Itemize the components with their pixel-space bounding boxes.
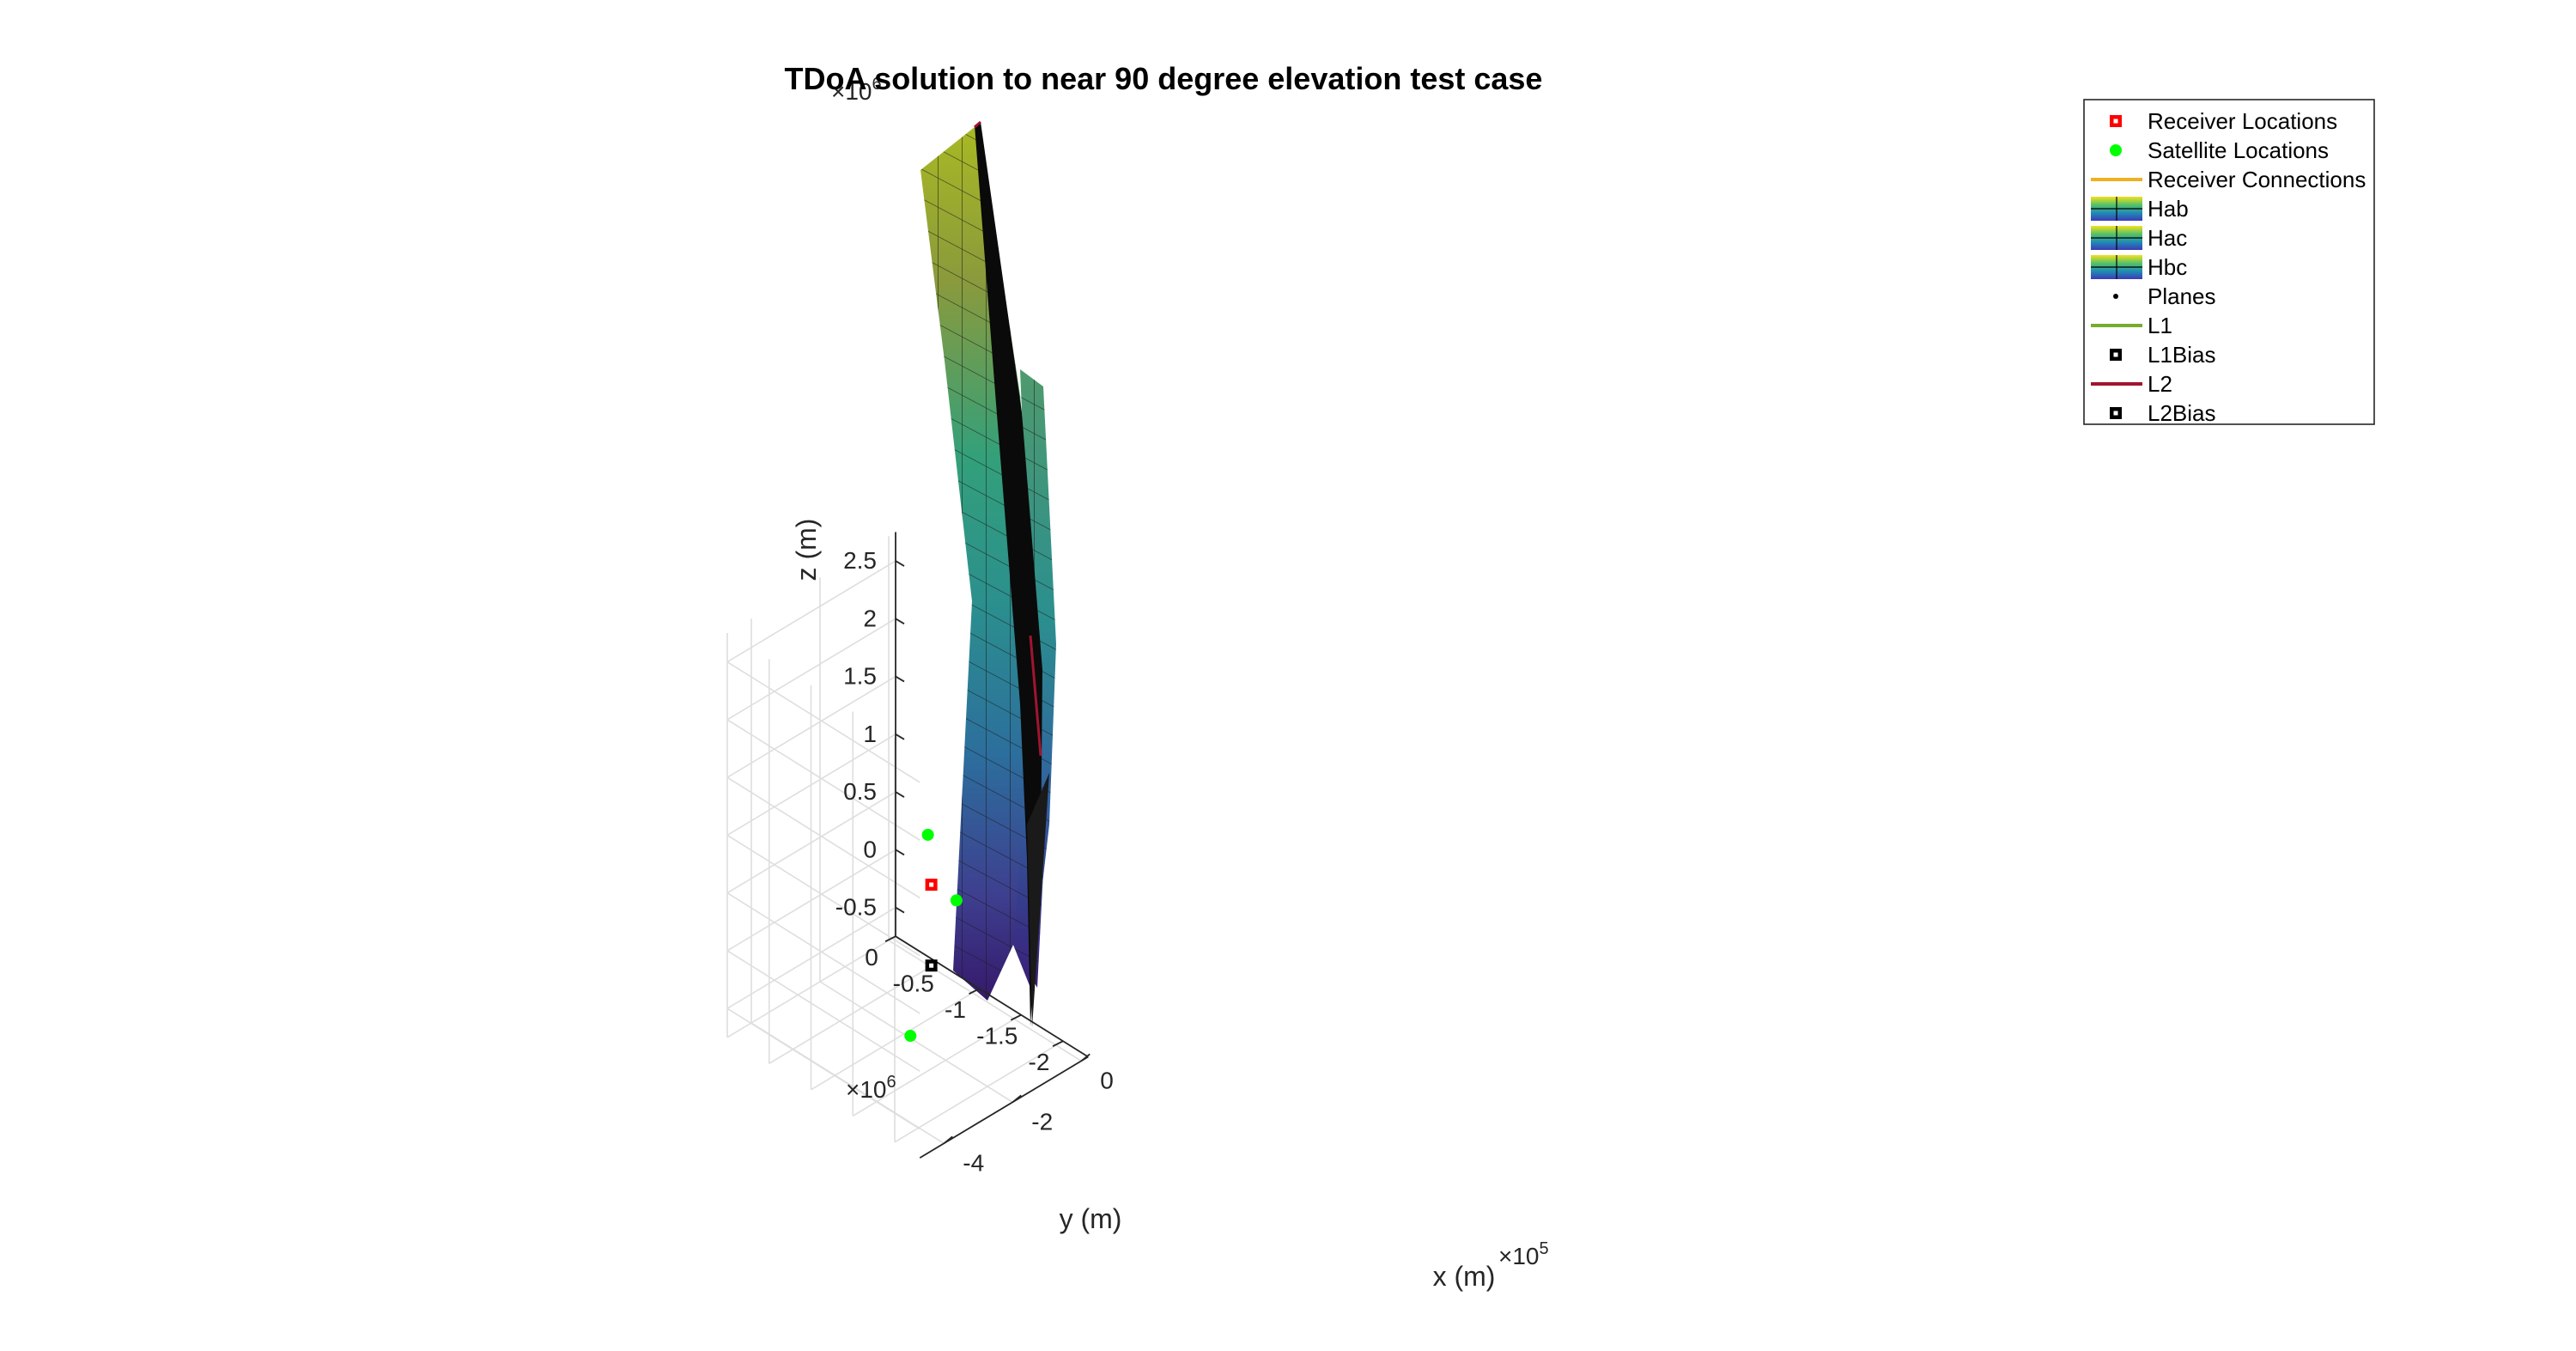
legend-marker-inner [2113,119,2118,124]
grid-line-wall-z [726,950,920,1072]
bias-point-inner [929,963,934,968]
y-tick-mark [884,935,896,943]
legend-items: Receiver Locations Satellite Locations Rec… [2091,108,2366,426]
grid-line-side-z [726,618,896,721]
y-tick-mark [969,988,980,995]
grid-line-wall-z [726,834,920,957]
legend-label: Receiver Connections [2148,167,2366,192]
grid-line-floor-y [852,1014,1022,1117]
data-marks [904,828,963,1043]
grid-line-wall-z [726,1007,920,1130]
legend-marker-inner [2113,411,2118,416]
y-tick-label: -2 [1029,1049,1050,1075]
z-tick-mark [895,849,905,856]
legend-item: L1 [2091,313,2172,338]
x-exponent: ×105 [1498,1239,1549,1269]
legend: Receiver Locations Satellite Locations Rec… [2083,99,2375,426]
receiver-connection [1029,635,1042,757]
x-tick-mark [1012,1094,1022,1104]
legend-label: Hac [2148,225,2187,251]
grid-line-wall-z [726,660,920,783]
satellite-point [921,828,934,841]
z-tick-label: 1 [863,721,877,747]
z-tick-mark [895,791,905,798]
legend-item: Hbc [2091,254,2187,280]
legend-item: Planes [2113,283,2216,309]
z-tick-label: 0.5 [843,778,877,805]
x-tick-mark [1080,1053,1091,1062]
grid-line-floor-x [888,940,1082,1062]
legend-item: Satellite Locations [2110,137,2329,163]
grid-line-wall-z [726,776,920,899]
legend-item: L2 [2091,371,2172,397]
x-tick-mark [943,1135,953,1145]
chart-title: TDoA solution to near 90 degree elevatio… [785,61,1543,96]
surfaces [920,120,1056,1027]
legend-label: L2Bias [2148,400,2216,426]
x-tick-label: -2 [1031,1108,1053,1135]
z-tick-mark [895,906,905,914]
legend-label: Satellite Locations [2148,137,2329,163]
legend-item: L1Bias [2110,342,2216,368]
grid-line-side-z [726,906,896,1009]
z-tick-mark [895,675,905,683]
legend-item: Receiver Connections [2091,167,2366,192]
z-axis-label: z (m) [791,519,822,581]
l2-line [974,120,981,129]
z-tick-mark [895,560,905,567]
legend-label: Hbc [2148,254,2187,280]
z-tick-label: -0.5 [835,894,877,921]
grid-line-side-z [726,675,896,778]
y-tick-label: -1.5 [976,1023,1018,1050]
y-tick-mark [1052,1040,1064,1048]
z-tick-label: 0 [863,836,877,862]
y-axis-label: y (m) [1060,1203,1122,1234]
z-tick-label: 2 [863,605,877,631]
legend-marker-icon [2110,144,2122,156]
grid-line-wall-z [726,719,920,841]
surface-hac [975,122,1042,1026]
legend-item: L2Bias [2110,400,2216,426]
surface-hac-lower [1027,773,1049,1027]
y-axis-line [895,935,1089,1058]
legend-item: Hab [2091,196,2189,222]
legend-label: Hab [2148,196,2189,222]
grid-line-side-z [726,791,896,894]
z-tick-mark [895,618,905,625]
legend-label: Planes [2148,283,2216,309]
y-tick-label: 0 [865,944,878,971]
satellite-point [904,1030,917,1043]
legend-label: L1Bias [2148,342,2216,368]
x-tick-label: -4 [963,1149,984,1176]
z-exponent: ×106 [831,75,882,105]
z-tick-label: 1.5 [843,663,877,690]
y-tick-label: -0.5 [893,971,934,997]
grid-line-side-z [726,733,896,837]
z-tick-mark [895,733,905,740]
x-axis-label: x (m) [1433,1261,1496,1292]
legend-label: L2 [2148,371,2172,397]
grid-lines [726,536,1082,1144]
legend-item: Hac [2091,225,2187,251]
y-tick-mark [1010,1013,1022,1021]
axes: -0.5 0 0.5 1 1.5 2 2.5 0 -0.5 -1 -1.5 -2 -4 -2 0 z (m) y… [791,75,1549,1292]
legend-item: Receiver Locations [2110,108,2337,134]
y-tick-label: -1 [945,996,966,1023]
y-exponent: ×106 [846,1073,896,1103]
grid-line-floor-y [894,1040,1064,1143]
legend-label: L1 [2148,313,2172,338]
z-tick-label: 2.5 [843,547,877,574]
satellite-point [950,894,963,907]
grid-line-floor-x [819,981,1013,1103]
legend-marker-icon [2113,294,2118,299]
surface-hab-mesh [920,124,1049,1001]
grid-line-side-z [726,560,896,663]
grid-line-wall-z [726,892,920,1014]
x-tick-label: 0 [1100,1067,1114,1093]
legend-marker-inner [2113,352,2118,357]
grid-line-side-z [726,849,896,952]
legend-label: Receiver Locations [2148,108,2337,134]
receiver-point-inner [929,882,934,887]
